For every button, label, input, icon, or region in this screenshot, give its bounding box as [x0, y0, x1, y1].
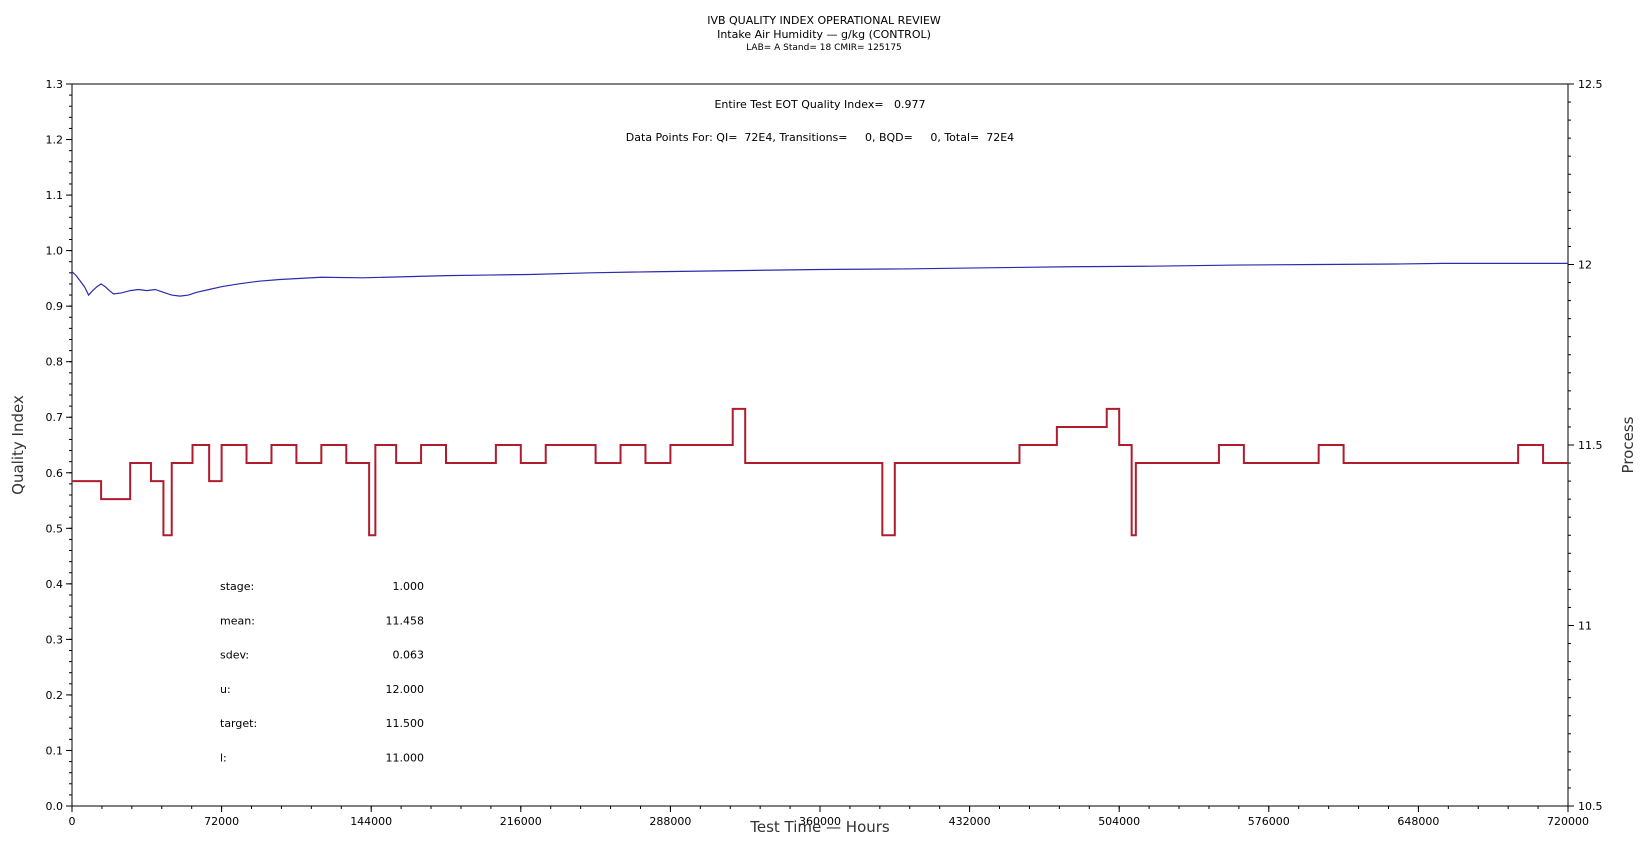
y-left-tick-label: 0.1 [46, 744, 64, 757]
x-tick-label: 288000 [649, 815, 691, 828]
x-tick-label: 648000 [1397, 815, 1439, 828]
stat-value: 1.000 [393, 580, 425, 593]
y-axis-right-title: Process [1619, 416, 1637, 473]
stat-label: u: [220, 683, 231, 696]
y-left-tick-label: 0.4 [46, 578, 64, 591]
x-tick-label: 0 [69, 815, 76, 828]
stat-value: 12.000 [386, 683, 425, 696]
y-right-tick-label: 12.5 [1578, 78, 1603, 91]
y-left-tick-label: 1.1 [46, 189, 64, 202]
y-axis-left: 0.0 0.1 0.2 0.3 0.4 0.5 0.6 0.7 0.8 0.9 1.0 1.1 1.2 1… [46, 78, 72, 813]
quality-index-series-line [71, 262, 1568, 297]
y-left-tick-label: 0.5 [46, 522, 64, 535]
y-left-tick-label: 0.3 [46, 633, 64, 646]
stat-label: l: [220, 752, 227, 765]
x-tick-label: 576000 [1248, 815, 1290, 828]
x-axis: 0 72000 144000 216000 288000 360000 432000 5040… [69, 806, 1589, 828]
x-tick-label: 72000 [204, 815, 239, 828]
y-right-tick-label: 11.5 [1578, 439, 1603, 452]
y-left-tick-label: 0.0 [46, 800, 64, 813]
y-left-tick-label: 1.2 [46, 134, 64, 147]
stat-label: sdev: [220, 649, 249, 662]
chart-subtitle-lab: LAB= A Stand= 18 CMIR= 125175 [746, 43, 902, 53]
stat-value: 11.000 [386, 752, 425, 765]
chart-title: IVB QUALITY INDEX OPERATIONAL REVIEW [707, 14, 941, 27]
y-right-tick-label: 12 [1578, 259, 1592, 272]
stat-value: 0.063 [393, 649, 425, 662]
y-axis-right: 10.5 11 11.5 12 12.5 [1568, 78, 1603, 813]
eot-quality-index-annotation: Entire Test EOT Quality Index= 0.977 [714, 98, 925, 111]
y-left-tick-label: 0.7 [46, 411, 64, 424]
x-tick-label: 504000 [1098, 815, 1140, 828]
process-series-line [72, 407, 1568, 537]
y-left-tick-label: 0.9 [46, 300, 64, 313]
data-points-annotation: Data Points For: QI= 72E4, Transitions= … [626, 131, 1014, 144]
y-left-tick-label: 1.0 [46, 245, 64, 258]
x-axis-title: Test Time — Hours [749, 818, 890, 836]
y-left-tick-label: 0.6 [46, 467, 64, 480]
x-tick-label: 144000 [350, 815, 392, 828]
chart-title-block: IVB QUALITY INDEX OPERATIONAL REVIEW Int… [0, 14, 1648, 54]
series-layer [71, 262, 1568, 537]
y-right-tick-label: 11 [1578, 620, 1592, 633]
stat-label: stage: [220, 580, 254, 593]
stat-label: target: [220, 717, 257, 730]
stat-value: 11.458 [386, 614, 425, 627]
y-left-tick-label: 0.2 [46, 689, 64, 702]
x-tick-label: 360000 [799, 815, 841, 828]
chart-subtitle: Intake Air Humidity — g/kg (CONTROL) [717, 28, 931, 41]
y-axis-left-title: Quality Index [9, 395, 27, 495]
stat-value: 11.500 [386, 717, 425, 730]
x-tick-label: 216000 [500, 815, 542, 828]
stat-label: mean: [220, 614, 255, 627]
x-tick-label: 720000 [1547, 815, 1589, 828]
y-left-tick-label: 1.3 [46, 78, 64, 91]
x-tick-label: 432000 [949, 815, 991, 828]
y-right-tick-label: 10.5 [1578, 800, 1603, 813]
y-left-tick-label: 0.8 [46, 356, 64, 369]
statistics-table: stage: 1.000 mean: 11.458 sdev: 0.063 u: 12.000… [220, 580, 424, 765]
